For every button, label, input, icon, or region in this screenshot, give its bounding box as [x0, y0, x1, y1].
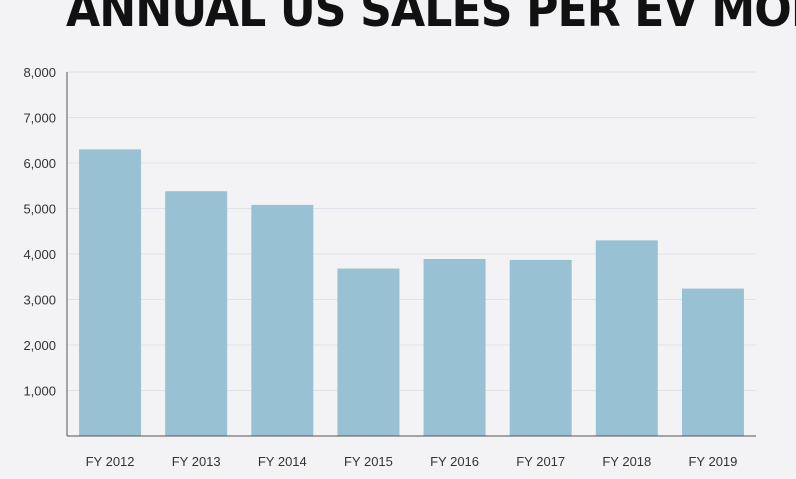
x-tick-label: FY 2014: [258, 454, 307, 469]
bar: [337, 268, 400, 436]
y-tick-label: 3,000: [23, 293, 56, 308]
x-tick-label: FY 2012: [86, 454, 135, 469]
y-tick-label: 6,000: [23, 156, 56, 171]
bar: [423, 259, 486, 436]
x-tick-label: FY 2015: [344, 454, 393, 469]
x-tick-label: FY 2017: [516, 454, 565, 469]
bar: [595, 240, 658, 436]
y-tick-label: 5,000: [23, 202, 56, 217]
y-tick-label: 7,000: [23, 111, 56, 126]
bar: [509, 259, 572, 436]
bar: [251, 204, 314, 436]
chart-title: ANNUAL US SALES PER EV MODEL: [66, 0, 796, 38]
y-tick-label: 8,000: [23, 65, 56, 80]
x-tick-label: FY 2013: [172, 454, 221, 469]
y-tick-label: 4,000: [23, 247, 56, 262]
y-tick-label: 1,000: [23, 384, 56, 399]
y-tick-label: 2,000: [23, 338, 56, 353]
bar: [165, 191, 228, 436]
bar: [79, 149, 142, 436]
bar: [681, 288, 744, 436]
x-tick-label: FY 2018: [602, 454, 651, 469]
x-tick-label: FY 2016: [430, 454, 479, 469]
x-tick-label: FY 2019: [688, 454, 737, 469]
